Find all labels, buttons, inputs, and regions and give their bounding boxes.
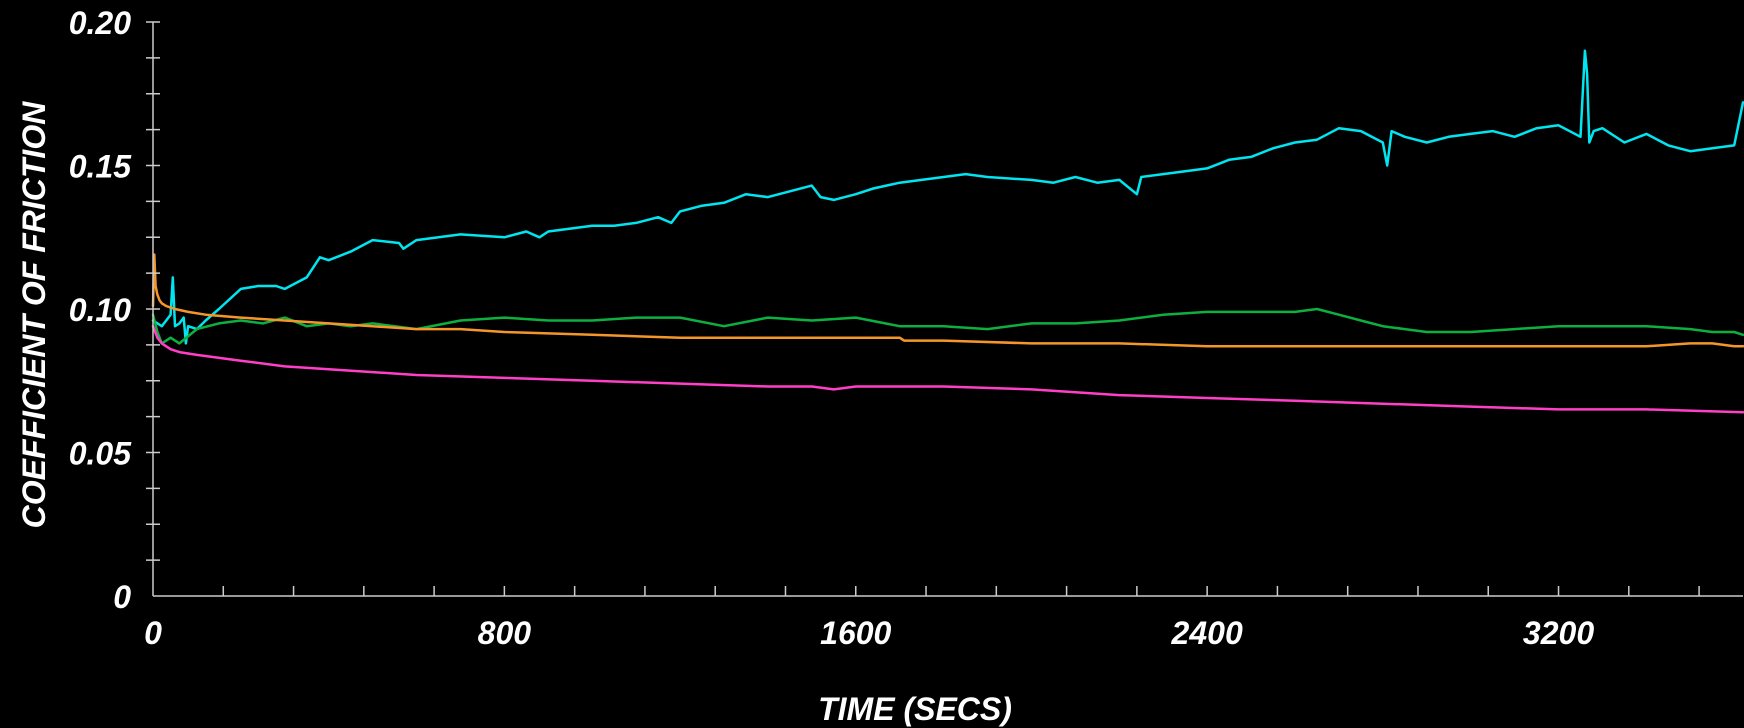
x-tick-label: 800 xyxy=(478,615,532,651)
y-tick-label: 0 xyxy=(113,579,131,615)
y-tick-label: 0.20 xyxy=(69,5,131,41)
y-tick-label: 0.05 xyxy=(69,436,132,472)
series-line-3 xyxy=(151,253,1744,348)
series-layer xyxy=(151,49,1744,414)
x-tick-label: 1600 xyxy=(820,615,891,651)
x-tick-label: 2400 xyxy=(1171,615,1243,651)
ticks-layer xyxy=(146,21,1700,596)
series-line-4 xyxy=(151,324,1744,414)
labels-layer: 0 800 1600 2400 3200 0 0.05 0.10 0.15 0.20 xyxy=(69,5,1595,651)
axes-layer xyxy=(152,22,1743,597)
x-tick-label: 0 xyxy=(144,615,162,651)
x-tick-label: 3200 xyxy=(1523,615,1594,651)
series-line-2 xyxy=(151,307,1744,345)
y-tick-label: 0.10 xyxy=(69,292,131,328)
x-axis-title: TIME (SECS) xyxy=(818,691,1012,727)
series-line-1 xyxy=(151,49,1744,345)
y-tick-label: 0.15 xyxy=(69,149,132,185)
y-axis-title: COEFFICIENT OF FRICTION xyxy=(16,101,52,529)
